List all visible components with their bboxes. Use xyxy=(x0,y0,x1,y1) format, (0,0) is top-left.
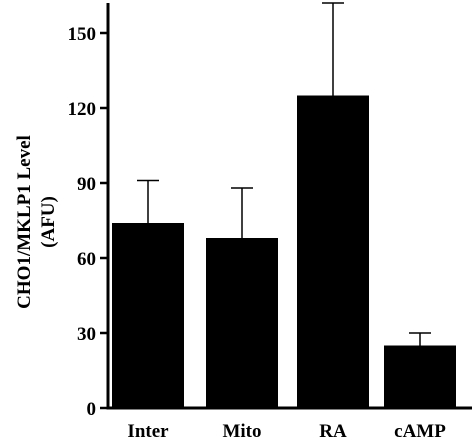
y-axis-label-line1: CHO1/MKLP1 Level xyxy=(14,135,35,309)
bars xyxy=(112,2,456,408)
x-tick-labels: Inter Mito RA cAMP xyxy=(127,421,446,442)
bar-camp xyxy=(384,345,456,408)
x-tick-label: Inter xyxy=(127,421,169,442)
y-tick-label: 90 xyxy=(77,174,96,195)
y-axis-label: CHO1/MKLP1 Level (AFU) xyxy=(14,135,59,309)
y-axis-label-line2: (AFU) xyxy=(38,196,59,248)
y-tick-label: 60 xyxy=(77,249,96,270)
y-tick-label: 120 xyxy=(68,99,97,120)
bar-ra xyxy=(297,95,369,408)
error-bar-inter xyxy=(137,179,159,223)
error-bar-mito xyxy=(231,187,253,238)
x-tick-label: Mito xyxy=(222,421,261,442)
y-ticks: 0 30 60 90 120 150 xyxy=(68,24,108,420)
y-tick-label: 150 xyxy=(68,24,97,45)
bar-mito xyxy=(206,238,278,408)
y-tick-label: 30 xyxy=(77,324,96,345)
error-bar-camp xyxy=(409,332,431,346)
x-tick-label: cAMP xyxy=(394,421,446,442)
bar-inter xyxy=(112,223,184,408)
error-bar-ra xyxy=(322,2,344,96)
y-tick-label: 0 xyxy=(87,399,97,420)
x-tick-label: RA xyxy=(319,421,347,442)
